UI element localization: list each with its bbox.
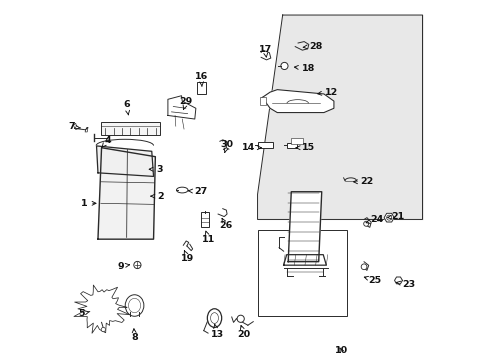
Text: 18: 18	[294, 64, 315, 73]
Polygon shape	[74, 285, 129, 333]
Text: 28: 28	[303, 42, 322, 51]
Circle shape	[101, 327, 105, 332]
Text: 22: 22	[354, 177, 374, 186]
Polygon shape	[394, 277, 402, 284]
Polygon shape	[258, 15, 422, 220]
Circle shape	[361, 264, 367, 270]
Bar	[287, 143, 297, 148]
Text: 21: 21	[388, 212, 405, 221]
Bar	[291, 138, 303, 144]
Text: 29: 29	[179, 97, 193, 109]
Bar	[260, 97, 266, 105]
Text: 6: 6	[123, 100, 130, 115]
Text: 8: 8	[131, 329, 138, 342]
Text: 25: 25	[364, 276, 382, 285]
Text: 1: 1	[80, 199, 96, 208]
Polygon shape	[284, 255, 326, 265]
Bar	[258, 142, 272, 148]
Text: 20: 20	[237, 325, 250, 339]
Bar	[101, 122, 160, 135]
Text: 11: 11	[202, 231, 215, 244]
Text: 7: 7	[68, 122, 80, 131]
Text: 12: 12	[318, 87, 338, 96]
Text: 17: 17	[258, 45, 272, 57]
Ellipse shape	[211, 313, 219, 323]
Text: 27: 27	[188, 187, 207, 196]
Text: 26: 26	[220, 219, 233, 230]
Text: 9: 9	[117, 262, 129, 271]
Polygon shape	[98, 148, 155, 239]
Bar	[197, 82, 206, 94]
Circle shape	[364, 221, 368, 226]
Circle shape	[281, 62, 288, 69]
Polygon shape	[262, 90, 334, 113]
Ellipse shape	[125, 295, 144, 316]
Polygon shape	[97, 146, 153, 176]
Text: 10: 10	[335, 346, 348, 355]
Text: 16: 16	[195, 72, 208, 86]
Circle shape	[387, 215, 392, 220]
Text: 4: 4	[101, 136, 111, 148]
Text: 2: 2	[151, 192, 164, 201]
Text: 19: 19	[181, 251, 194, 263]
Polygon shape	[168, 96, 196, 119]
Ellipse shape	[176, 187, 188, 193]
Text: 13: 13	[211, 324, 223, 339]
Text: 24: 24	[366, 215, 383, 224]
Ellipse shape	[207, 309, 221, 327]
Ellipse shape	[128, 298, 141, 313]
Text: 3: 3	[149, 165, 163, 174]
Circle shape	[134, 261, 141, 269]
Text: 15: 15	[296, 143, 316, 152]
Bar	[201, 212, 209, 226]
Bar	[258, 230, 347, 316]
Polygon shape	[384, 213, 394, 222]
Polygon shape	[288, 192, 322, 262]
Text: 5: 5	[78, 309, 90, 318]
Text: 14: 14	[242, 143, 261, 152]
Text: 30: 30	[220, 140, 234, 152]
Circle shape	[237, 315, 245, 322]
Text: 23: 23	[396, 280, 415, 289]
